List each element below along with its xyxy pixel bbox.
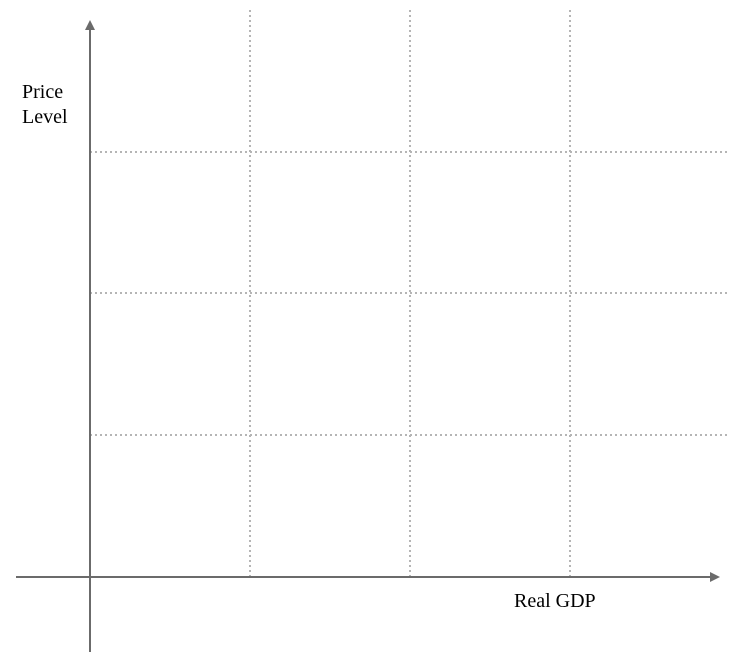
y-axis-label-line-2: Level	[22, 106, 68, 128]
x-axis-label: Real GDP	[514, 590, 596, 612]
grid	[90, 10, 728, 577]
y-axis-label-line-1: Price	[22, 81, 63, 103]
